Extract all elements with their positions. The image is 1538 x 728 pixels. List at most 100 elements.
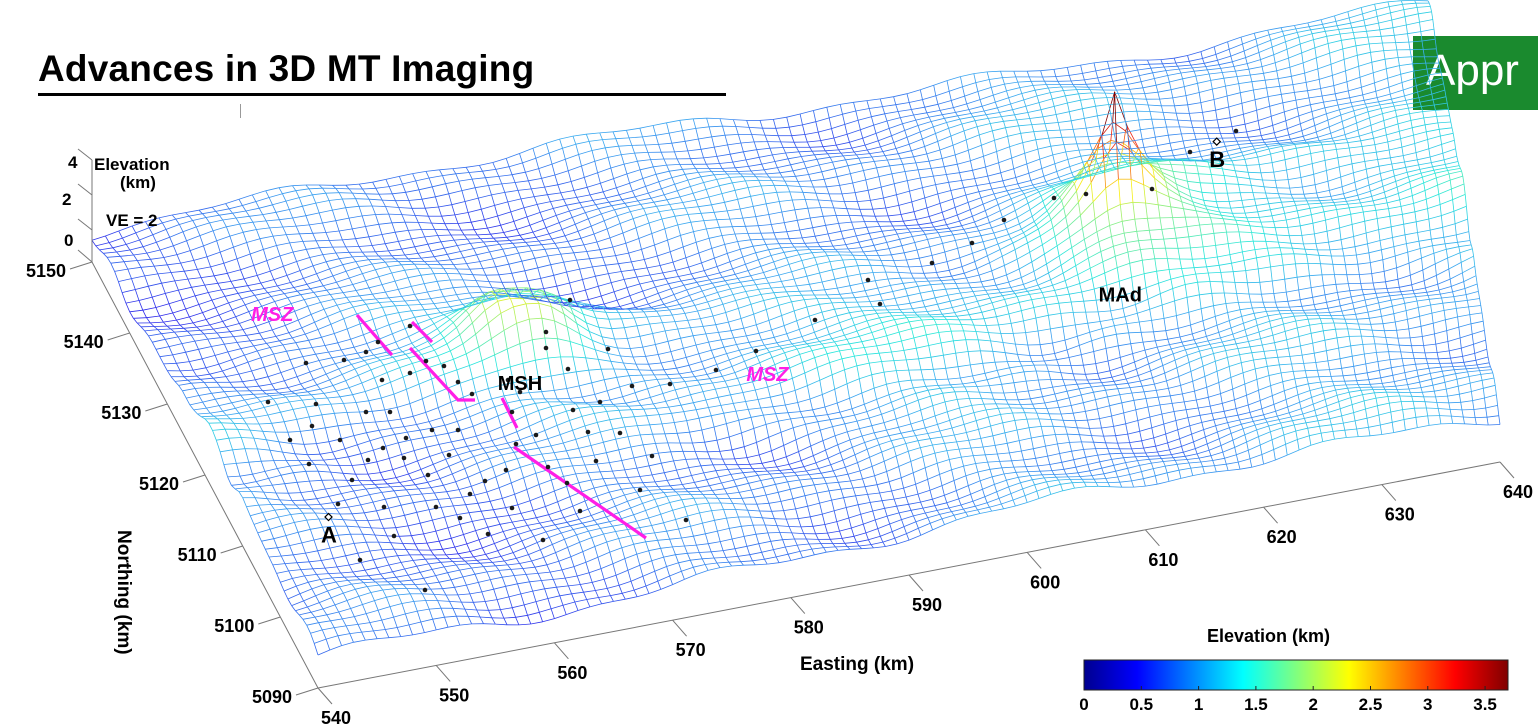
mesh-line	[998, 287, 1011, 290]
mesh-line	[552, 538, 565, 545]
mesh-line	[615, 529, 628, 532]
mesh-line	[248, 305, 262, 312]
mesh-line	[1403, 296, 1416, 299]
mesh-line	[595, 273, 609, 277]
mesh-line	[1450, 175, 1463, 181]
mesh-line	[1105, 167, 1119, 171]
mesh-line	[283, 585, 297, 592]
mesh-line	[932, 401, 946, 406]
mesh-line	[745, 474, 758, 478]
mesh-line	[810, 440, 824, 447]
mesh-line	[233, 334, 247, 337]
mesh-line	[1432, 96, 1447, 101]
mesh-line	[1211, 345, 1225, 349]
mesh-line	[484, 516, 497, 520]
mesh-line	[1452, 194, 1466, 200]
mesh-line	[466, 539, 480, 545]
mesh-line	[749, 369, 763, 376]
mesh-line	[1347, 387, 1360, 389]
mesh-line	[1354, 177, 1368, 183]
mesh-line	[776, 553, 789, 558]
mesh-line	[1210, 451, 1223, 457]
mesh-line	[1197, 281, 1211, 283]
mesh-line	[1211, 410, 1225, 414]
mesh-line	[382, 588, 395, 591]
mesh-line	[1167, 336, 1181, 340]
mesh-line	[1431, 89, 1445, 95]
mesh-line	[301, 321, 315, 329]
mesh-line	[1340, 172, 1354, 178]
mesh-line	[1483, 384, 1496, 389]
mesh-line	[399, 363, 413, 368]
mesh-line	[362, 600, 375, 605]
mesh-line	[1192, 258, 1205, 260]
mesh-line	[1019, 261, 1032, 270]
mesh-line	[304, 498, 317, 501]
mesh-line	[491, 395, 505, 400]
mesh-line	[768, 247, 782, 251]
mesh-line	[375, 297, 389, 300]
mesh-line	[1387, 343, 1400, 346]
mesh-line	[1244, 324, 1258, 331]
mesh-line	[999, 373, 1012, 378]
mesh-line	[897, 302, 911, 306]
mesh-line	[444, 514, 457, 518]
mesh-line	[400, 634, 413, 637]
mesh-line	[954, 309, 968, 313]
mesh-line	[447, 251, 461, 255]
mesh-line	[1389, 358, 1403, 360]
mesh-line	[360, 501, 374, 506]
mesh-line	[304, 384, 318, 390]
mesh-line	[1216, 366, 1230, 372]
mesh-line	[854, 353, 867, 357]
mesh-line	[846, 378, 860, 385]
mesh-line	[1156, 388, 1169, 391]
mesh-line	[1452, 288, 1466, 293]
mesh-line	[1271, 111, 1285, 117]
mesh-line	[1071, 449, 1084, 452]
mesh-line	[1157, 481, 1170, 485]
mesh-line	[1202, 360, 1216, 367]
mesh-line	[1224, 454, 1237, 459]
mesh-line	[944, 519, 957, 525]
mesh-line	[1258, 431, 1271, 437]
mesh-line	[895, 295, 908, 299]
mesh-line	[1161, 457, 1174, 459]
mesh-line	[326, 611, 339, 616]
mesh-line	[557, 457, 570, 460]
mesh-line	[900, 430, 914, 434]
mesh-line	[597, 521, 610, 525]
mesh-line	[472, 374, 486, 380]
mesh-line	[753, 244, 767, 247]
mesh-line	[1203, 199, 1217, 203]
mesh-line	[1442, 301, 1456, 304]
mesh-line	[1251, 414, 1264, 418]
mesh-line	[1098, 236, 1112, 243]
mesh-line	[876, 394, 890, 400]
mesh-line	[174, 379, 188, 382]
mesh-line	[994, 479, 1007, 485]
mesh-line	[507, 466, 521, 473]
mesh-line	[335, 359, 349, 364]
mesh-line	[776, 464, 790, 468]
mesh-line	[634, 267, 648, 271]
mesh-line	[916, 216, 930, 220]
mesh-line	[503, 322, 517, 331]
mesh-line	[518, 623, 531, 626]
mesh-line	[744, 356, 758, 362]
mesh-line	[1111, 373, 1125, 378]
mesh-line	[251, 407, 265, 411]
mesh-line	[535, 401, 548, 404]
mesh-line	[1133, 485, 1146, 488]
mesh-line	[866, 352, 880, 355]
mesh-line	[560, 465, 573, 468]
mesh-line	[1021, 221, 1035, 230]
mesh-line	[544, 425, 558, 431]
mesh-line	[257, 347, 271, 352]
mesh-line	[1047, 180, 1061, 185]
mesh-line	[1366, 165, 1380, 170]
mesh-line	[748, 185, 762, 188]
mesh-line	[1266, 310, 1279, 312]
mesh-line	[1367, 308, 1381, 313]
mesh-line	[267, 289, 281, 293]
